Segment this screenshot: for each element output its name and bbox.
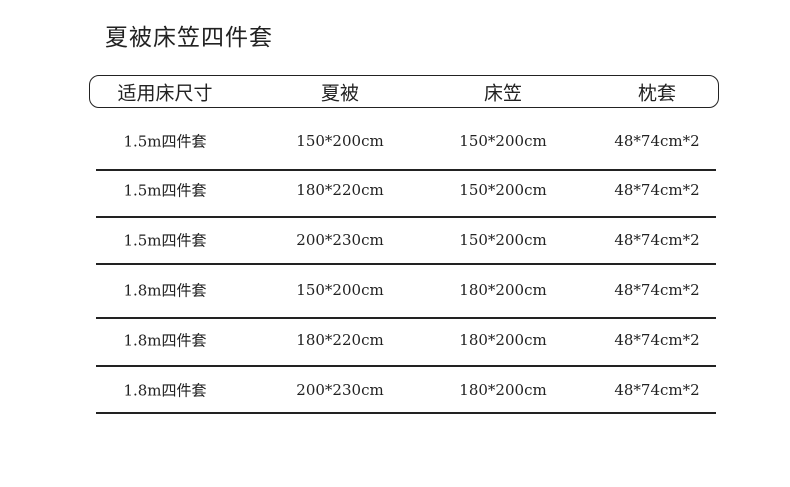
table-cell: 180*200cm [459, 381, 547, 399]
table-cell: 48*74cm*2 [614, 381, 700, 399]
table-cell: 1.5m四件套 [123, 181, 207, 200]
table-cell: 150*200cm [296, 132, 384, 150]
row-divider [96, 263, 716, 265]
row-divider [96, 365, 716, 367]
column-header: 夏被 [320, 82, 360, 105]
table-cell: 48*74cm*2 [614, 331, 700, 349]
table-cell: 180*220cm [296, 181, 384, 199]
table-cell: 48*74cm*2 [614, 281, 700, 299]
row-divider [96, 317, 716, 319]
column-header: 床笠 [483, 82, 523, 105]
table-cell: 150*200cm [459, 181, 547, 199]
table-cell: 48*74cm*2 [614, 132, 700, 150]
row-divider [96, 169, 716, 171]
table-cell: 48*74cm*2 [614, 181, 700, 199]
column-header: 适用床尺寸 [117, 82, 213, 105]
page-title: 夏被床笠四件套 [105, 25, 273, 51]
table-cell: 150*200cm [459, 132, 547, 150]
table-cell: 1.5m四件套 [123, 231, 207, 250]
row-divider [96, 216, 716, 218]
table-cell: 150*200cm [296, 281, 384, 299]
table-cell: 48*74cm*2 [614, 231, 700, 249]
table-cell: 1.8m四件套 [123, 381, 207, 400]
table-cell: 200*230cm [296, 381, 384, 399]
column-header: 枕套 [637, 82, 677, 105]
row-divider [96, 412, 716, 414]
table-cell: 1.8m四件套 [123, 331, 207, 350]
table-cell: 200*230cm [296, 231, 384, 249]
table-cell: 1.5m四件套 [123, 132, 207, 151]
table-header [89, 75, 719, 108]
table-cell: 1.8m四件套 [123, 281, 207, 300]
table-cell: 180*200cm [459, 281, 547, 299]
table-cell: 180*220cm [296, 331, 384, 349]
table-cell: 150*200cm [459, 231, 547, 249]
table-cell: 180*200cm [459, 331, 547, 349]
